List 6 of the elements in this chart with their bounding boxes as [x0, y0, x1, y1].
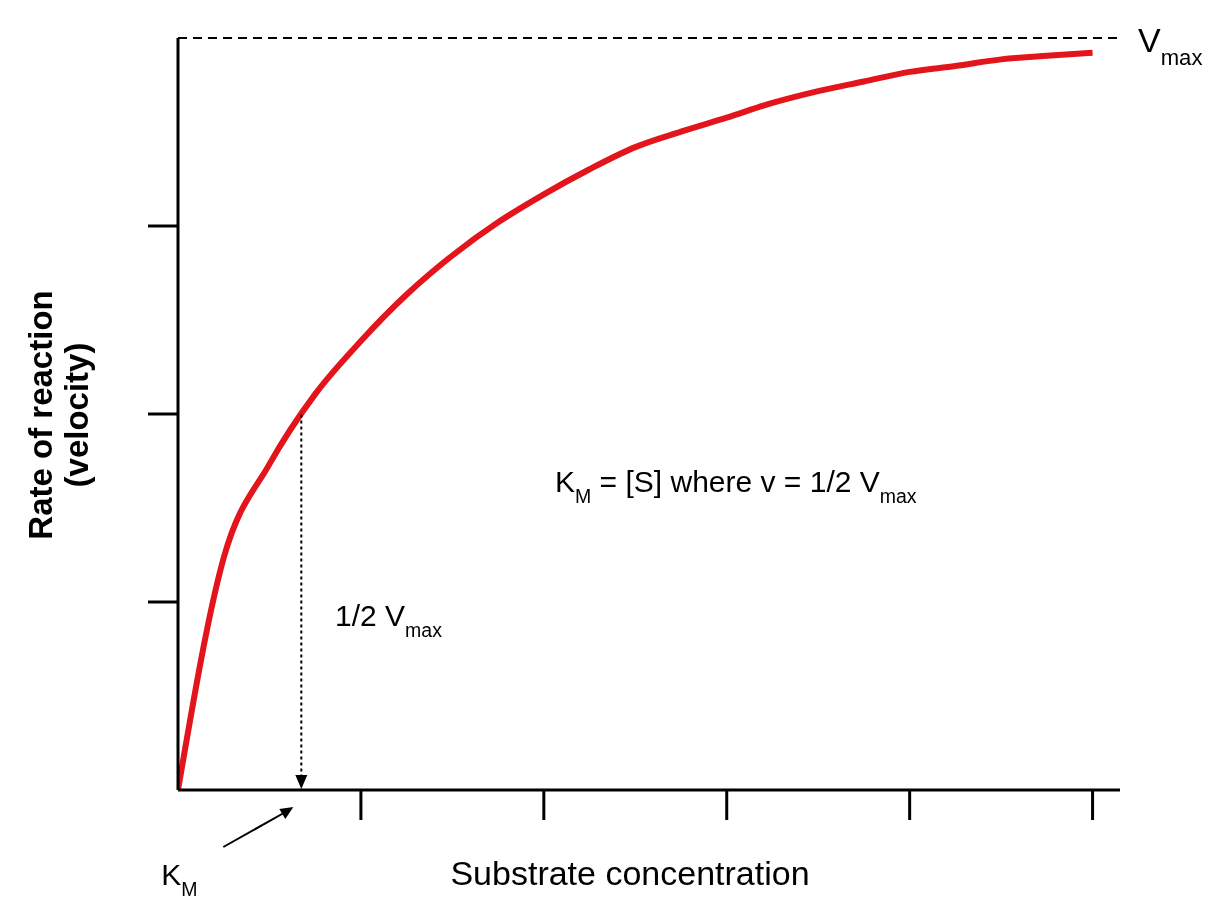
x-axis-title: Substrate concentration	[450, 854, 810, 892]
annotation: 1/2 V$_{max}$	[335, 599, 443, 641]
annotation: K$_{M}$ = [S] where v = 1/2 V$_{max}$	[555, 465, 917, 507]
ref-line-label: V$_{max}$	[1138, 21, 1203, 70]
text: K$_{M}$	[161, 858, 198, 900]
y-axis-title: Rate of reaction (velocity)	[22, 290, 95, 540]
